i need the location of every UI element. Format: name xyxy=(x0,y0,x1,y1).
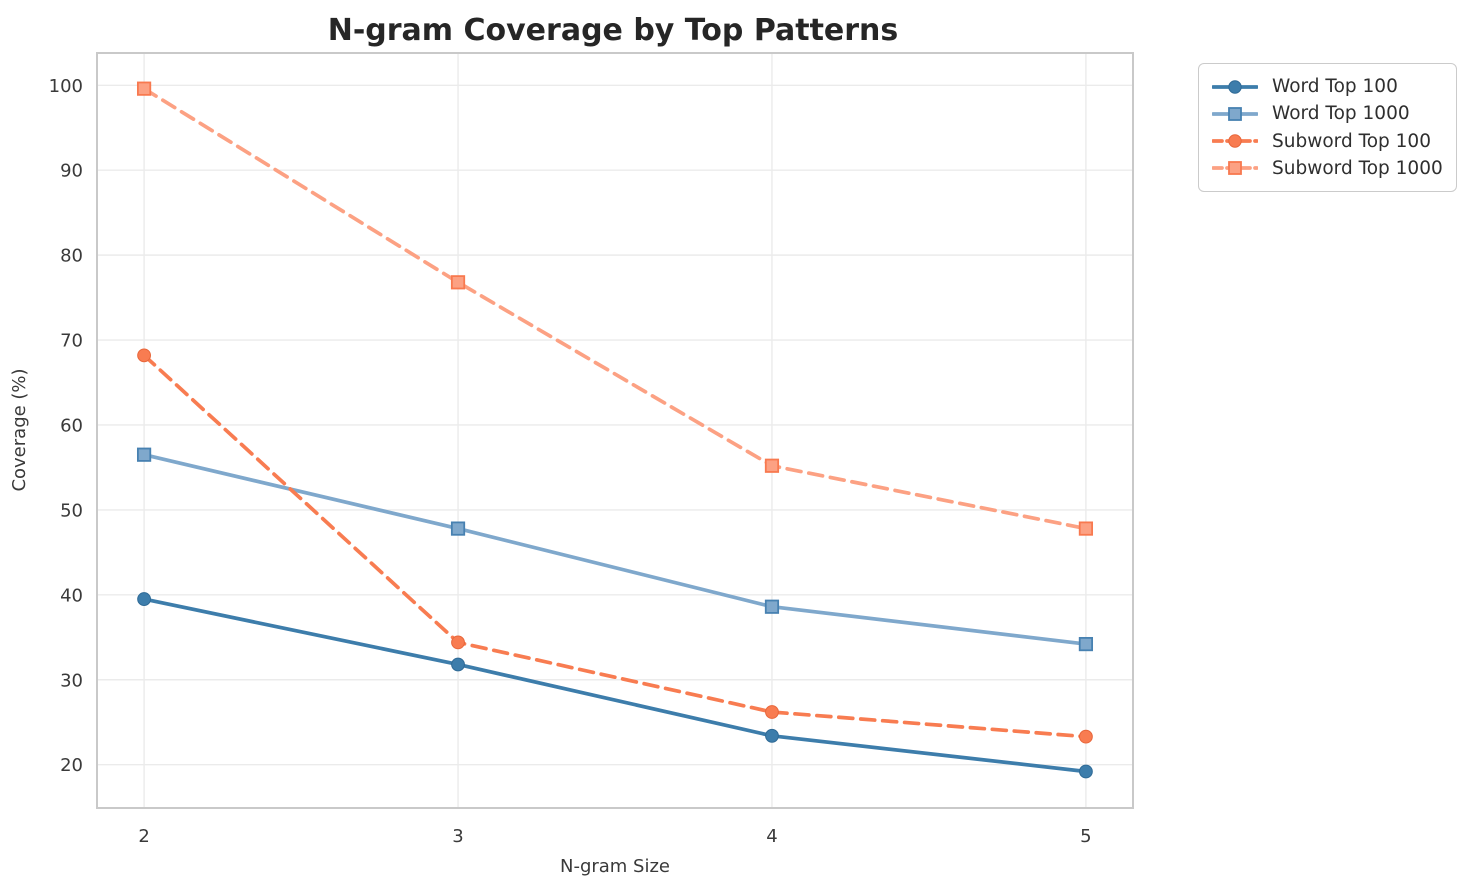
x-tick-label: 4 xyxy=(766,826,777,847)
data-point-marker xyxy=(136,81,152,96)
legend-item-subword-top-100: Subword Top 100 xyxy=(1212,128,1444,155)
y-tick-label: 90 xyxy=(60,161,83,182)
series-line xyxy=(142,86,1088,531)
series-line xyxy=(142,353,1088,739)
y-tick-label: 20 xyxy=(60,755,83,776)
legend-item-word-top-100: Word Top 100 xyxy=(1212,73,1444,100)
legend-sample-square-icon xyxy=(1212,161,1258,176)
legend-item-word-top-1000: Word Top 1000 xyxy=(1212,100,1444,127)
data-point-marker xyxy=(450,521,466,536)
legend-marker xyxy=(1228,106,1242,121)
data-point-marker xyxy=(450,275,466,290)
series-subword-top-1000 xyxy=(136,81,1094,536)
y-axis-label: Coverage (%) xyxy=(9,368,30,491)
y-tick-label: 40 xyxy=(60,585,83,606)
data-point-marker xyxy=(451,657,465,672)
y-tick-label: 50 xyxy=(60,500,83,521)
x-tick-label: 3 xyxy=(452,826,463,847)
series-word-top-100 xyxy=(137,592,1093,779)
data-point-marker xyxy=(451,635,465,650)
data-point-marker xyxy=(1079,729,1093,744)
tick-layer: 2 3 4 5 20 30 40 50 60 70 80 90 100 xyxy=(49,76,1092,847)
data-point-marker xyxy=(764,458,780,473)
series-line xyxy=(142,597,1088,774)
legend-marker xyxy=(1228,134,1242,148)
legend-sample-circle-icon xyxy=(1212,134,1258,148)
y-tick-label: 70 xyxy=(60,331,83,352)
y-tick-label: 100 xyxy=(49,76,83,97)
legend-item-subword-top-1000: Subword Top 1000 xyxy=(1212,155,1444,182)
data-point-marker xyxy=(137,348,151,363)
series-line xyxy=(142,452,1088,646)
data-point-marker xyxy=(764,599,780,614)
data-point-marker xyxy=(765,728,779,743)
data-point-marker xyxy=(1078,521,1094,536)
legend-label: Subword Top 1000 xyxy=(1272,157,1443,179)
x-axis-label: N-gram Size xyxy=(560,856,670,877)
legend-marker xyxy=(1228,79,1242,94)
chart-title: N-gram Coverage by Top Patterns xyxy=(328,13,899,48)
x-tick-label: 2 xyxy=(138,826,149,847)
grid-layer xyxy=(97,53,1133,808)
y-tick-label: 80 xyxy=(60,246,83,267)
data-point-marker xyxy=(1079,764,1093,779)
data-point-marker xyxy=(136,447,152,462)
y-tick-label: 60 xyxy=(60,415,83,436)
data-point-marker xyxy=(1078,636,1094,652)
data-point-marker xyxy=(765,705,779,719)
series-subword-top-100 xyxy=(137,348,1093,744)
y-tick-label: 30 xyxy=(60,670,83,691)
legend-marker xyxy=(1228,161,1242,176)
x-tick-label: 5 xyxy=(1080,826,1091,847)
legend: Word Top 100 Word Top 1000 Subword Top 100… xyxy=(1198,63,1457,192)
legend-label: Subword Top 100 xyxy=(1272,130,1431,152)
data-point-marker xyxy=(137,592,151,606)
series-layer xyxy=(136,81,1094,779)
legend-sample-square-icon xyxy=(1212,106,1258,121)
plot-border xyxy=(96,52,1134,809)
legend-sample-circle-icon xyxy=(1212,79,1258,94)
series-word-top-1000 xyxy=(136,447,1094,652)
legend-label: Word Top 100 xyxy=(1272,76,1398,98)
legend-label: Word Top 1000 xyxy=(1272,103,1410,125)
